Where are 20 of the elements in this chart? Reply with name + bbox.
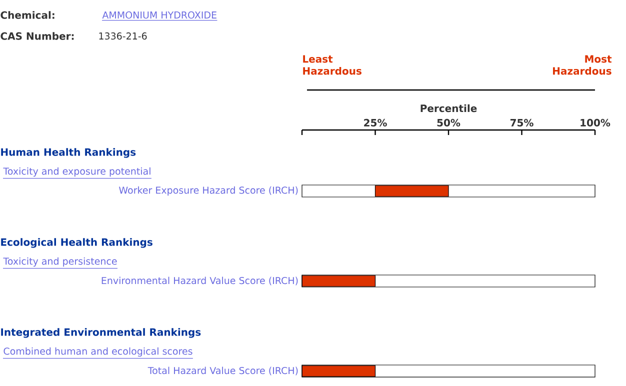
text: Most Hazardous [553,55,612,75]
text: Human Health Rankings [1,148,136,158]
text: Least Hazardous [303,55,362,75]
y-tick-label: Worker Exposure Hazard Score (IRCH) [119,186,298,196]
y-tick-label: Environmental Hazard Value Score (IRCH) [102,276,298,286]
x-tick-label: 50% [437,118,460,126]
text: Chemical: [0,11,54,19]
text: Toxicity and exposure potential [3,167,150,177]
x-axis-title: Percentile [420,104,477,112]
x-tick-label: 75% [510,118,534,126]
x-tick-label: 100% [580,118,610,126]
text: AMMONIUM HYDROXIDE [102,11,216,19]
text: CAS Number: [0,32,74,40]
text: 1336-21-6 [99,32,147,40]
text: Toxicity and persistence [3,257,117,267]
text: Combined human and ecological scores [4,347,192,357]
x-tick-label: 25% [364,118,387,126]
text: Integrated Environmental Rankings [1,328,201,338]
y-tick-label: Total Hazard Value Score (IRCH) [148,366,298,376]
text: Ecological Health Rankings [1,238,152,248]
